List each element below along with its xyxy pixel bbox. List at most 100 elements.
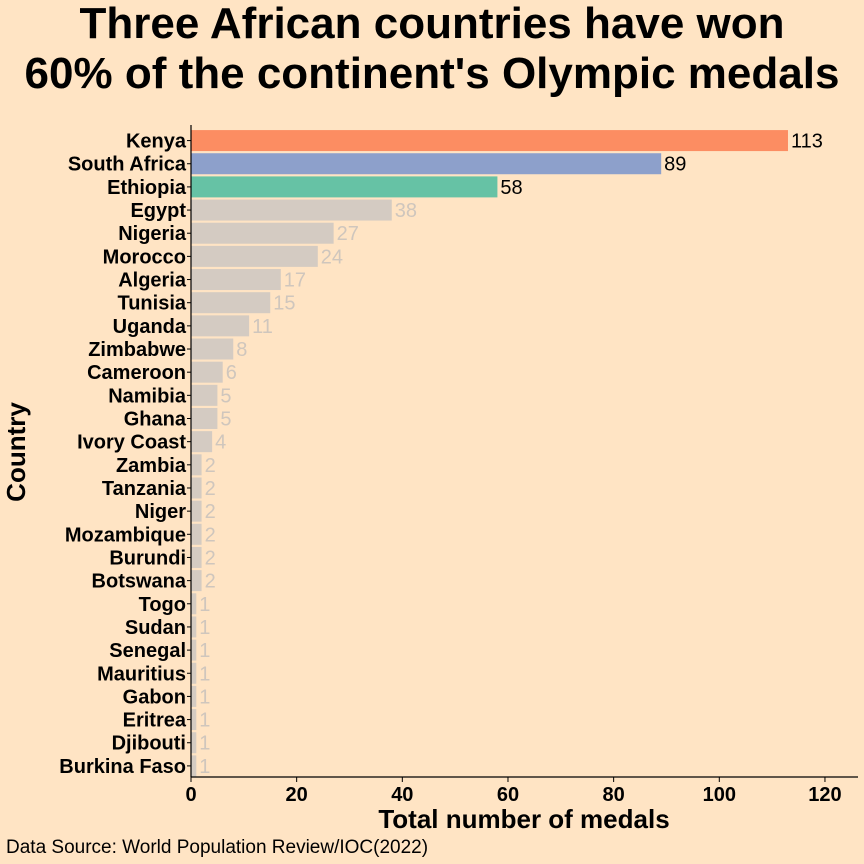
data-source-caption: Data Source: World Population Review/IOC…: [6, 837, 429, 858]
y-tick-label-ghana: Ghana: [124, 409, 187, 431]
value-label-ghana: 5: [220, 409, 231, 431]
x-tick-label: 0: [185, 784, 196, 806]
y-tick-label-tanzania: Tanzania: [102, 478, 187, 500]
bar-ghana: [191, 408, 218, 429]
value-label-sudan: 1: [199, 617, 210, 639]
x-ticks-group: 0 20 40 60 80 100 120: [185, 777, 842, 806]
y-tick-label-eritrea: Eritrea: [123, 710, 187, 732]
x-tick-label: 120: [808, 784, 841, 806]
bar-nigeria: [191, 222, 334, 244]
bar-gabon: [191, 685, 197, 707]
value-label-mauritius: 1: [199, 663, 210, 685]
y-tick-label-zambia: Zambia: [116, 455, 187, 477]
y-tick-label-namibia: Namibia: [108, 385, 187, 407]
chart-title-line-2: 60% of the continent's Olympic medals: [24, 49, 840, 98]
bar-tanzania: [191, 477, 202, 499]
chart-title-line-1: Three African countries have won: [79, 0, 785, 48]
value-label-kenya: 113: [791, 131, 823, 153]
value-label-eritrea: 1: [199, 710, 210, 732]
x-tick-label: 40: [391, 784, 413, 806]
value-label-tunisia: 15: [273, 293, 295, 315]
bar-botswana: [191, 570, 202, 592]
y-tick-label-botswana: Botswana: [92, 571, 187, 593]
value-label-algeria: 17: [284, 270, 306, 292]
y-tick-label-south-africa: South Africa: [68, 154, 187, 176]
y-tick-label-morocco: Morocco: [103, 246, 186, 268]
value-label-botswana: 2: [205, 571, 216, 593]
value-label-ethiopia: 58: [500, 177, 522, 199]
bar-eritrea: [191, 709, 197, 731]
value-label-egypt: 38: [395, 200, 417, 222]
bar-kenya: [191, 130, 788, 152]
y-tick-label-burundi: Burundi: [109, 547, 186, 569]
value-label-zambia: 2: [205, 455, 216, 477]
y-tick-label-kenya: Kenya: [126, 131, 187, 153]
y-tick-label-gabon: Gabon: [123, 686, 186, 708]
value-label-tanzania: 2: [205, 478, 216, 500]
bar-sudan: [191, 616, 197, 638]
bars-group: [191, 130, 788, 777]
bar-zimbabwe: [191, 338, 234, 360]
y-tick-label-burkina-faso: Burkina Faso: [59, 756, 186, 778]
y-tick-label-niger: Niger: [135, 501, 186, 523]
bar-tunisia: [191, 292, 271, 314]
bar-mozambique: [191, 523, 202, 545]
y-tick-label-togo: Togo: [139, 594, 186, 616]
y-tick-label-ethiopia: Ethiopia: [107, 177, 187, 199]
value-label-cameroon: 6: [226, 362, 237, 384]
bar-zambia: [191, 454, 202, 476]
value-label-togo: 1: [199, 594, 210, 616]
y-tick-label-zimbabwe: Zimbabwe: [88, 339, 186, 361]
bar-senegal: [191, 639, 197, 661]
bar-algeria: [191, 269, 281, 291]
value-label-senegal: 1: [199, 640, 210, 662]
value-label-uganda: 11: [252, 316, 273, 338]
y-tick-label-mozambique: Mozambique: [65, 524, 186, 546]
x-tick-label: 80: [603, 784, 625, 806]
value-label-burkina-faso: 1: [199, 756, 210, 778]
bar-togo: [191, 593, 197, 615]
bar-burkina-faso: [191, 755, 197, 777]
x-tick-label: 60: [497, 784, 519, 806]
bar-uganda: [191, 315, 250, 337]
bar-south-africa: [191, 153, 662, 175]
y-tick-label-senegal: Senegal: [109, 640, 186, 662]
bar-egypt: [191, 199, 392, 221]
value-label-mozambique: 2: [205, 524, 216, 546]
value-label-niger: 2: [205, 501, 216, 523]
value-label-south-africa: 89: [664, 154, 686, 176]
value-label-ivory-coast: 4: [215, 432, 226, 454]
value-label-namibia: 5: [220, 385, 231, 407]
value-label-nigeria: 27: [337, 223, 359, 245]
y-tick-label-sudan: Sudan: [125, 617, 186, 639]
bar-morocco: [191, 245, 318, 267]
y-tick-label-nigeria: Nigeria: [118, 223, 187, 245]
value-label-burundi: 2: [205, 547, 216, 569]
value-label-zimbabwe: 8: [236, 339, 247, 361]
y-tick-label-egypt: Egypt: [130, 200, 186, 222]
y-tick-label-mauritius: Mauritius: [97, 663, 186, 685]
bar-djibouti: [191, 732, 197, 754]
x-axis-label: Total number of medals: [378, 804, 669, 834]
bar-cameroon: [191, 361, 223, 383]
y-tick-label-ivory-coast: Ivory Coast: [77, 432, 186, 454]
bar-namibia: [191, 384, 218, 406]
y-tick-label-tunisia: Tunisia: [117, 293, 186, 315]
value-label-morocco: 24: [321, 246, 343, 268]
y-tick-label-cameroon: Cameroon: [87, 362, 186, 384]
value-label-djibouti: 1: [199, 733, 210, 755]
y-axis-label: Country: [1, 402, 31, 502]
y-tick-label-algeria: Algeria: [118, 270, 187, 292]
value-label-gabon: 1: [199, 686, 210, 708]
x-tick-label: 20: [286, 784, 308, 806]
bar-burundi: [191, 546, 202, 568]
y-tick-label-djibouti: Djibouti: [112, 733, 186, 755]
y-tick-label-uganda: Uganda: [113, 316, 187, 338]
bar-mauritius: [191, 662, 197, 684]
bar-niger: [191, 500, 202, 522]
x-tick-label: 100: [703, 784, 736, 806]
bar-ivory-coast: [191, 431, 213, 453]
